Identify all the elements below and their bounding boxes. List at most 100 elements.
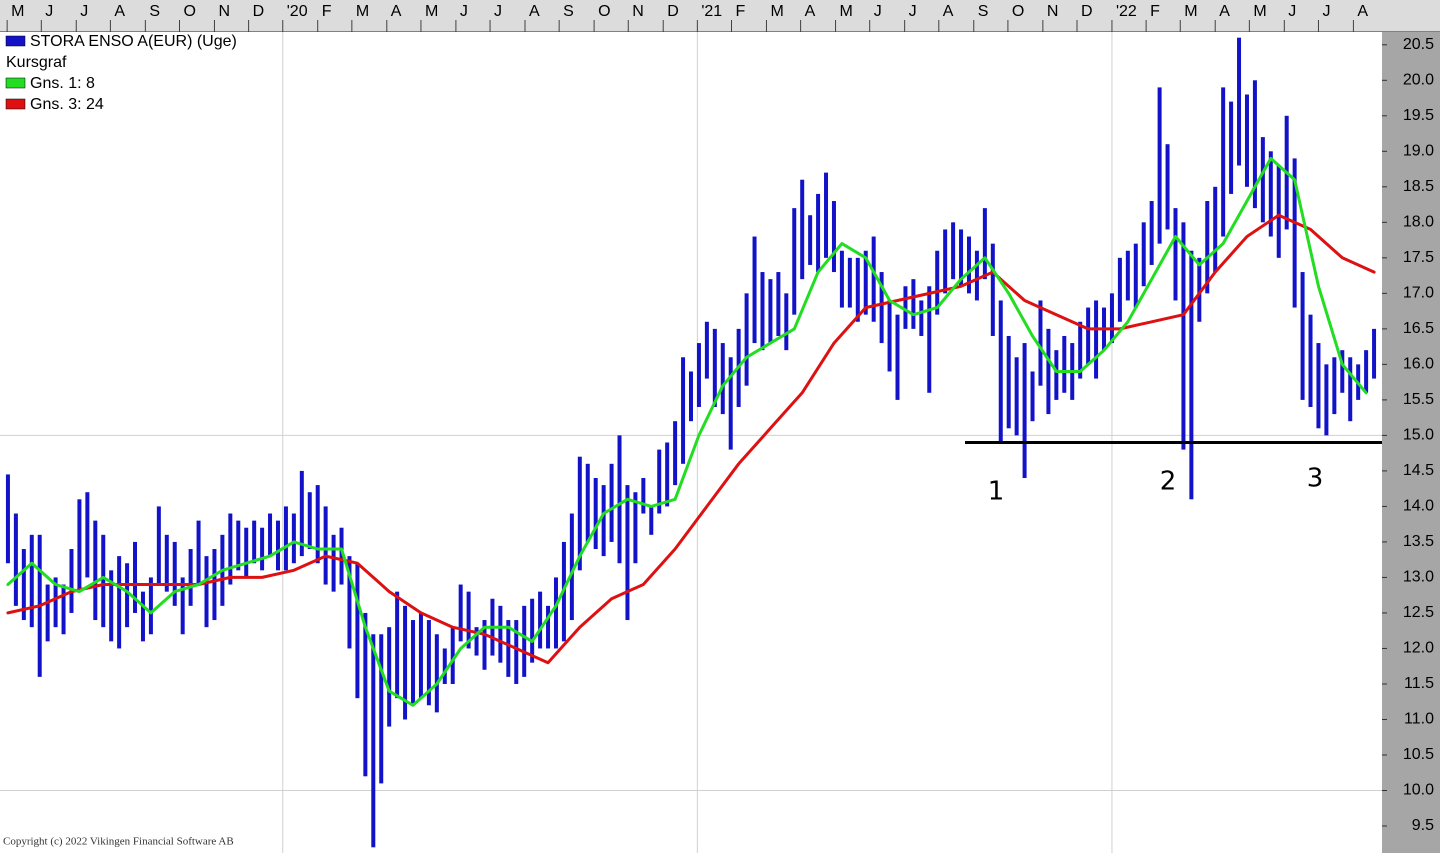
x-tick-label: M	[770, 3, 783, 20]
price-bar	[609, 463, 614, 542]
price-bar	[5, 474, 10, 564]
price-bar	[1022, 343, 1027, 479]
price-bar	[188, 549, 193, 606]
price-bar	[839, 250, 844, 308]
y-tick-label: 20.5	[1403, 36, 1434, 53]
x-tick-label: S	[149, 3, 160, 20]
x-tick-label: M	[11, 3, 24, 20]
legend-swatch	[5, 35, 26, 47]
price-bar	[172, 541, 177, 606]
price-bar	[1038, 300, 1043, 386]
price-bar	[1006, 335, 1011, 429]
y-tick-label: 17.0	[1403, 285, 1434, 302]
price-bar	[959, 229, 964, 287]
price-bar	[665, 442, 670, 507]
price-bar	[847, 257, 852, 308]
y-tick-label: 9.5	[1412, 817, 1434, 834]
x-tick-label: A	[1357, 3, 1368, 20]
price-bar	[236, 520, 241, 571]
price-bar	[244, 527, 249, 578]
price-bar	[387, 627, 392, 727]
price-bar	[760, 272, 765, 351]
x-tick-label: F	[1150, 3, 1160, 20]
price-bar	[1014, 357, 1019, 436]
moving-average-line	[6, 213, 1376, 665]
copyright: Copyright (c) 2022 Vikingen Financial So…	[3, 836, 234, 848]
x-tick-label: J	[1288, 3, 1296, 20]
price-bar	[585, 463, 590, 542]
price-bar	[990, 243, 995, 336]
x-tick-label: '21	[701, 3, 722, 20]
price-bar	[903, 286, 908, 329]
price-bar	[689, 371, 693, 422]
x-tick-label: O	[1012, 3, 1024, 20]
price-bar	[824, 172, 829, 258]
price-bar	[260, 527, 265, 571]
price-bar	[1173, 208, 1178, 301]
price-bar	[625, 485, 630, 621]
x-tick-label: O	[598, 3, 610, 20]
price-bar	[196, 520, 201, 585]
price-bar	[553, 577, 558, 649]
price-bar	[649, 506, 654, 535]
x-tick-label: J	[909, 3, 917, 20]
right-axis-band	[1382, 32, 1440, 853]
x-tick-label: S	[978, 3, 989, 20]
x-tick-label: J	[45, 3, 53, 20]
price-bar	[871, 236, 876, 322]
legend-subtitle: Kursgraf	[6, 54, 67, 71]
y-tick-label: 12.5	[1403, 604, 1434, 621]
top-axis-band	[0, 0, 1440, 32]
x-tick-label: J	[460, 3, 468, 20]
price-bar	[1030, 371, 1035, 422]
price-bar	[426, 620, 431, 706]
price-bar	[951, 222, 956, 280]
price-bar	[228, 513, 233, 585]
price-bar	[720, 343, 725, 415]
x-tick-label: J	[494, 3, 502, 20]
y-tick-label: 10.5	[1403, 746, 1434, 763]
price-bar	[1157, 87, 1162, 244]
x-tick-label: N	[1047, 3, 1059, 20]
price-bar	[943, 229, 948, 294]
price-bar	[1125, 250, 1130, 301]
price-bar	[339, 527, 344, 585]
price-bar	[101, 534, 106, 628]
price-bar	[411, 620, 416, 706]
price-bar	[474, 627, 479, 656]
price-bar	[347, 556, 352, 649]
legend-swatch	[5, 77, 26, 89]
legend-swatch	[5, 98, 26, 110]
y-tick-label: 18.5	[1403, 178, 1434, 195]
price-bar	[1308, 314, 1313, 407]
price-bar	[1062, 335, 1067, 393]
price-bar	[1244, 94, 1249, 187]
price-bar	[1237, 37, 1242, 166]
price-bar	[593, 478, 598, 550]
price-bar	[355, 563, 360, 699]
x-tick-label: J	[1322, 3, 1330, 20]
price-bar	[538, 591, 543, 649]
annotation: 1	[988, 477, 1005, 507]
y-tick-label: 13.0	[1403, 569, 1434, 586]
price-bar	[617, 435, 622, 564]
y-tick-label: 19.5	[1403, 107, 1434, 124]
price-bar	[1213, 186, 1218, 273]
y-tick-label: 13.5	[1403, 533, 1434, 550]
price-bar	[982, 208, 987, 280]
price-bar	[117, 556, 122, 649]
price-bar	[569, 513, 574, 621]
price-bar	[1268, 151, 1273, 237]
price-bar	[935, 250, 940, 315]
price-bar	[855, 257, 860, 322]
price-bar	[895, 314, 900, 400]
price-bar	[752, 236, 757, 344]
legend-label: Gns. 1: 8	[30, 75, 95, 92]
x-tick-label: M	[1253, 3, 1266, 20]
price-bar	[530, 598, 535, 663]
price-bar	[204, 556, 209, 628]
price-bar	[212, 549, 217, 621]
price-bar	[1086, 307, 1091, 365]
x-tick-label: J	[80, 3, 88, 20]
